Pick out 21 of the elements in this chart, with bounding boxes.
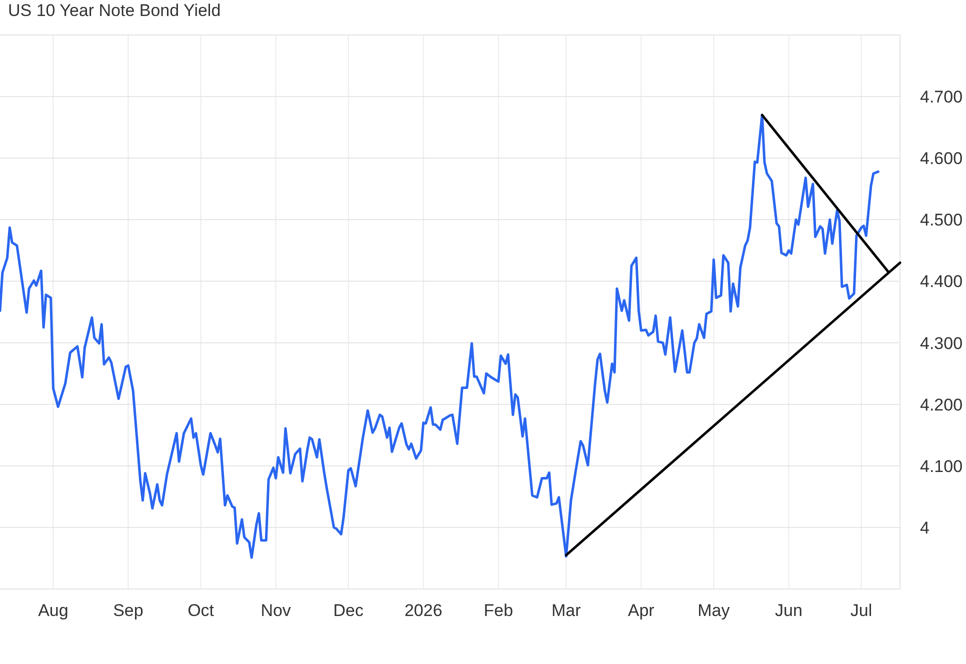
x-tick-label: Oct [188,601,214,620]
y-tick-label: 4.200 [920,395,963,414]
y-tick-label: 4.100 [920,456,963,476]
x-tick-label: Jul [850,601,872,620]
x-tick-label: Sep [113,601,144,620]
y-tick-label: 4.500 [920,210,963,230]
x-tick-label: Nov [260,601,292,620]
y-tick-label: 4 [920,518,930,538]
x-tick-label: Feb [484,601,514,620]
y-tick-label: 4.700 [920,88,963,107]
x-tick-label: Mar [551,601,582,620]
chart-title: US 10 Year Note Bond Yield [8,1,221,20]
y-tick-label: 4.600 [920,149,963,168]
y-tick-label: 4.300 [920,334,963,353]
x-tick-label: 2026 [404,601,442,620]
x-tick-label: Dec [333,601,364,620]
x-tick-label: Jun [775,601,802,620]
y-tick-label: 4.400 [920,272,963,292]
x-tick-label: Aug [38,601,68,620]
x-tick-label: May [698,601,730,620]
x-tick-label: Apr [628,601,655,620]
